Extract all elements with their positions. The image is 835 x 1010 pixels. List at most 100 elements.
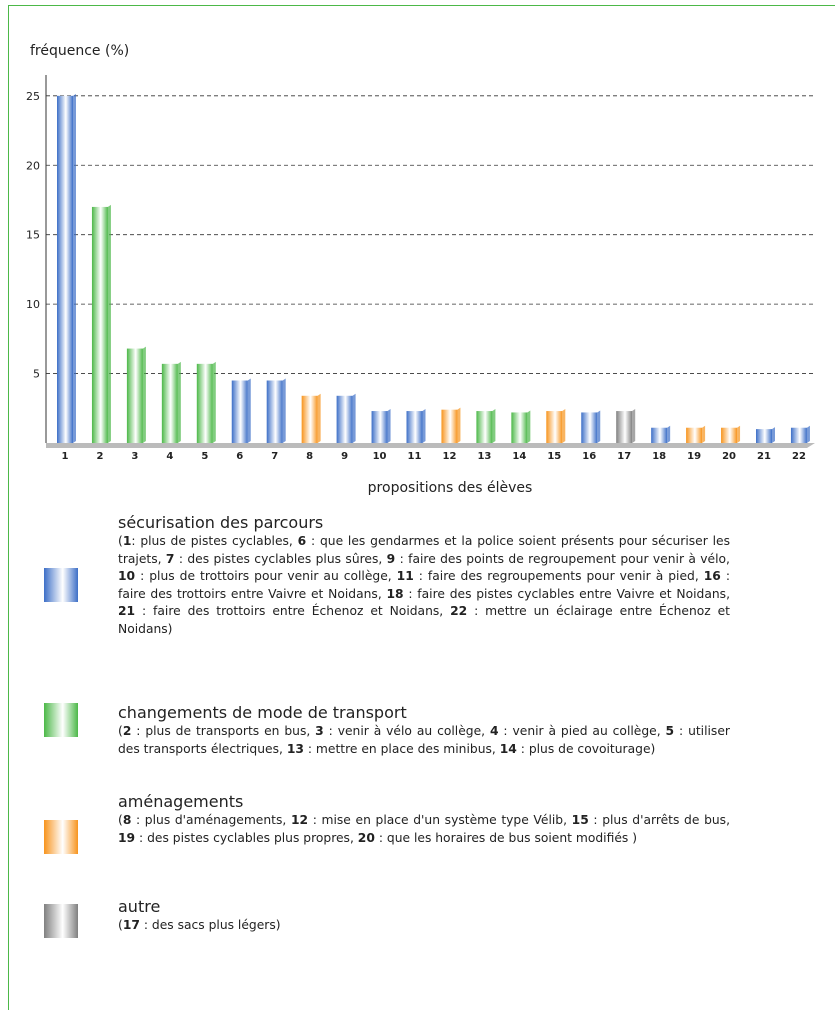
bar — [616, 411, 633, 443]
x-tick-label: 6 — [236, 451, 243, 462]
bar-side — [107, 204, 111, 443]
x-tick-label: 12 — [442, 451, 456, 462]
bar — [371, 411, 388, 443]
bar-side — [632, 409, 636, 443]
legend-text: : des sacs plus légers) — [139, 918, 281, 932]
bar — [441, 409, 458, 443]
legend-key: 4 — [489, 724, 499, 738]
legend-name: sécurisation des parcours — [118, 513, 324, 532]
bar — [546, 411, 563, 443]
legend-text: : faire des trottoirs entre Échenoz et N… — [135, 604, 451, 618]
bar — [161, 363, 178, 443]
y-tick-label: 25 — [26, 90, 40, 103]
legend-text: ( — [118, 534, 123, 548]
bar-side — [597, 410, 601, 443]
bar-side — [772, 427, 775, 443]
legend-name: aménagements — [118, 792, 244, 811]
legend-key: 13 — [286, 741, 304, 756]
legend-entry: aménagements (8 : plus d'aménagements, 12… — [118, 792, 730, 847]
y-tick-label: 15 — [26, 229, 40, 242]
bar-side — [562, 409, 566, 443]
bar — [301, 395, 318, 443]
bar — [790, 427, 807, 443]
legend-entry: sécurisation des parcours (1: plus de pis… — [118, 513, 730, 638]
legend-key: 21 — [118, 604, 136, 618]
bar — [126, 348, 143, 443]
y-tick-label: 10 — [26, 298, 40, 311]
legend-text: ( — [118, 724, 123, 738]
base-plane — [46, 443, 815, 448]
legend-text: : faire des points de regroupement pour … — [395, 551, 730, 566]
legend-description: (17 : des sacs plus légers) — [118, 917, 730, 935]
legend-key: 17 — [122, 918, 140, 932]
x-tick-label: 19 — [687, 451, 701, 462]
bar-side — [177, 361, 181, 443]
bar-side — [247, 378, 251, 443]
legend-description: (8 : plus d'aménagements, 12 : mise en p… — [118, 812, 730, 847]
x-tick-label: 7 — [271, 451, 278, 462]
bar-side — [737, 425, 741, 443]
legend-text: : mise en place d'un système type Vélib, — [308, 813, 572, 827]
x-tick-label: 10 — [373, 451, 387, 462]
bar-side — [806, 425, 810, 443]
x-tick-label: 21 — [757, 451, 771, 462]
legend-key: 10 — [118, 569, 136, 583]
bar — [686, 427, 703, 443]
x-tick-label: 20 — [722, 451, 736, 462]
bar-side — [282, 378, 286, 443]
legend-key: 9 — [386, 551, 396, 566]
legend-key: 11 — [396, 569, 414, 583]
x-tick-label: 4 — [166, 451, 173, 462]
bar-side — [352, 393, 356, 443]
legend-key: 22 — [450, 604, 468, 618]
legend-key: 1 — [122, 534, 132, 548]
legend-key: 19 — [118, 830, 136, 845]
legend-key: 3 — [315, 724, 324, 738]
bar — [756, 429, 772, 443]
legend-text: ( — [118, 918, 123, 932]
legend-text: : mettre en place des minibus, — [303, 741, 500, 756]
y-tick-label: 5 — [33, 368, 40, 381]
legend-key: 5 — [665, 724, 675, 738]
x-tick-label: 11 — [408, 451, 422, 462]
bar — [196, 363, 213, 443]
legend-text: : utiliser des transports électriques, — [118, 724, 730, 756]
bar-side — [212, 361, 216, 443]
bar-side — [422, 409, 426, 443]
legend-text: : mettre un éclairage entre Échenoz et N… — [118, 604, 730, 636]
bar — [476, 411, 493, 443]
legend-name: changements de mode de transport — [118, 703, 407, 722]
legend-swatch — [44, 820, 78, 854]
bar-side — [457, 407, 461, 443]
legend-text: : faire des regroupements pour venir à p… — [413, 569, 704, 583]
legend-text: : des pistes cyclables plus sûres, — [174, 551, 387, 566]
legend-text: : plus de pistes cyclables, — [131, 534, 298, 548]
legend-name: autre — [118, 897, 161, 916]
legend-text: : faire des trottoirs entre Vaivre et No… — [118, 569, 730, 601]
x-tick-label: 18 — [652, 451, 666, 462]
bar-side — [702, 425, 706, 443]
bar-side — [527, 410, 531, 443]
legend-text: : des pistes cyclables plus propres, — [135, 830, 358, 845]
legend-entry: changements de mode de transport (2 : plu… — [118, 703, 730, 758]
x-tick-label: 8 — [306, 451, 313, 462]
y-axis-label: fréquence (%) — [30, 43, 129, 59]
legend-description: (2 : plus de transports en bus, 3 : veni… — [118, 723, 730, 758]
y-tick-label: 20 — [26, 159, 40, 172]
legend-key: 7 — [165, 551, 175, 566]
frame-border — [8, 5, 835, 1010]
x-tick-label: 17 — [617, 451, 631, 462]
legend-text: : plus d'arrêts de bus, — [588, 813, 730, 827]
x-tick-label: 3 — [131, 451, 138, 462]
bar-side — [387, 409, 391, 443]
x-tick-label: 16 — [582, 451, 596, 462]
x-tick-label: 22 — [792, 451, 806, 462]
bar-side — [73, 93, 76, 443]
x-tick-label: 13 — [477, 451, 491, 462]
legend-swatch — [44, 703, 78, 737]
x-tick-label: 15 — [547, 451, 561, 462]
legend-text: : plus de covoiturage) — [516, 741, 656, 756]
bar — [231, 380, 248, 443]
legend-text: : venir à pied au collège, — [498, 724, 666, 738]
legend-text: : faire des pistes cyclables entre Vaivr… — [403, 586, 730, 601]
